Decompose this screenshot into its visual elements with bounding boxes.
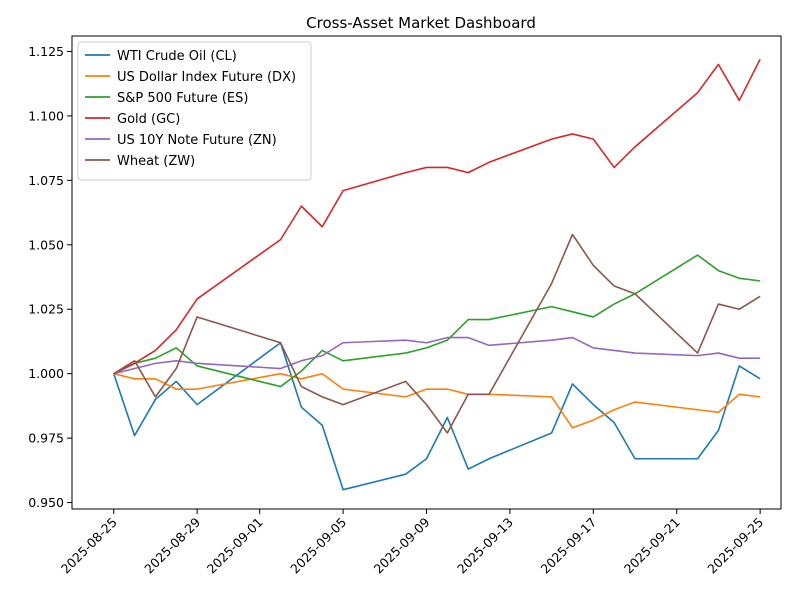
legend-label: WTI Crude Oil (CL) <box>117 49 237 64</box>
legend-label: S&P 500 Future (ES) <box>117 91 248 106</box>
y-tick-label: 1.100 <box>28 108 64 123</box>
y-tick-label: 0.975 <box>28 431 64 446</box>
x-tick-label: 2025-09-21 <box>621 515 683 577</box>
y-tick-label: 1.075 <box>28 173 64 188</box>
series-line <box>113 58 761 375</box>
y-tick-label: 1.050 <box>28 237 64 252</box>
x-tick-label: 2025-09-09 <box>371 514 433 576</box>
y-tick-label: 1.125 <box>28 44 64 59</box>
legend-label: Gold (GC) <box>117 112 180 127</box>
y-axis: 0.950 0.975 1.000 1.025 1.050 1.075 1.100 1.125 <box>28 44 72 510</box>
series-line <box>112 341 761 491</box>
y-tick-label: 1.000 <box>28 366 64 381</box>
series-line <box>113 254 761 388</box>
x-tick-label: 2025-09-05 <box>287 515 349 577</box>
y-tick-label: 0.950 <box>28 495 64 510</box>
x-tick-label: 2025-09-25 <box>704 515 766 577</box>
legend: WTI Crude Oil (CL) US Dollar Index Future… <box>77 41 312 181</box>
legend-label: Wheat (ZW) <box>117 154 195 169</box>
legend-label: US Dollar Index Future (DX) <box>117 70 296 85</box>
chart-title: Cross-Asset Market Dashboard <box>306 14 536 32</box>
x-tick-label: 2025-08-29 <box>141 514 203 576</box>
x-tick-label: 2025-08-25 <box>58 515 120 577</box>
legend-label: US 10Y Note Future (ZN) <box>117 133 277 148</box>
x-tick-label: 2025-09-17 <box>537 515 599 577</box>
x-axis: 2025-08-25 2025-08-29 2025-09-01 2025-09-05… <box>58 509 766 576</box>
series-line <box>113 336 761 375</box>
series-line <box>113 372 761 429</box>
series-layer <box>112 58 761 491</box>
legend-box <box>77 41 312 181</box>
y-tick-label: 1.025 <box>28 302 64 317</box>
x-tick-label: 2025-09-13 <box>454 515 516 577</box>
x-tick-label: 2025-09-01 <box>204 515 266 577</box>
series-line <box>113 233 761 434</box>
